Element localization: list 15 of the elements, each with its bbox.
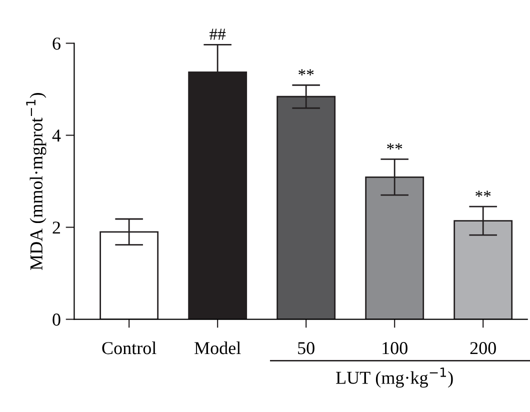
y-axis-title: MDA (mmol·mgprot$^{−1}$) (26, 92, 46, 270)
y-tick-label: 0 (52, 314, 60, 326)
annotation: ** (476, 190, 491, 197)
annotation: ** (298, 69, 314, 76)
x-tick-label: Control (102, 342, 156, 354)
y-tick-label: 6 (52, 38, 60, 50)
annotation: ## (210, 28, 226, 40)
text: LUT (mg·kg$^{−1}$) (336, 368, 453, 388)
x-tick-label: Model (194, 342, 241, 354)
y-tick-label: 4 (52, 130, 61, 142)
annotation: ** (387, 143, 402, 150)
x-tick-label: 50 (298, 342, 314, 354)
x-tick-label: 200 (470, 342, 496, 354)
y-tick-label: 2 (52, 222, 60, 234)
x-tick-label: 100 (382, 342, 408, 354)
